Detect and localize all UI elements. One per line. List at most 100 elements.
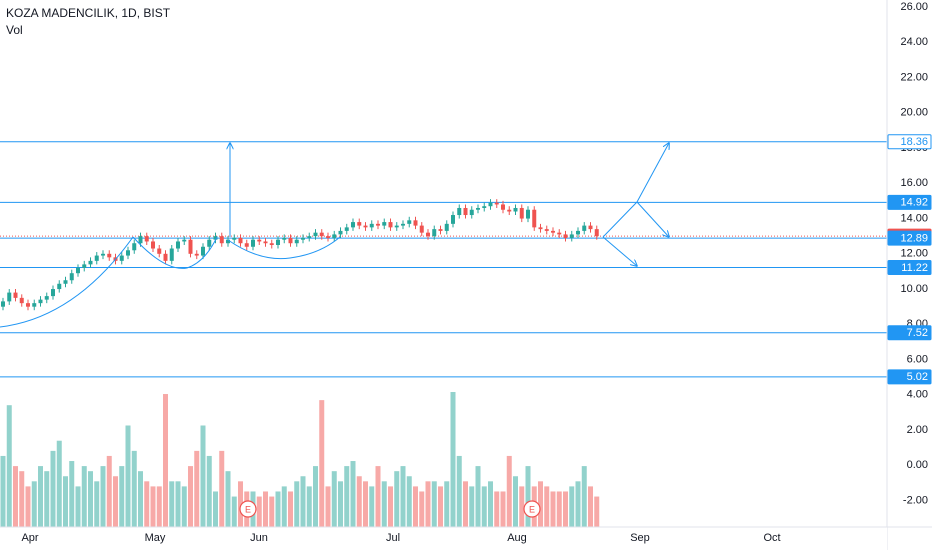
cup-curve: [0, 236, 134, 328]
candle-body: [332, 234, 337, 238]
volume-bar: [69, 461, 75, 527]
volume-bar: [456, 455, 462, 527]
candle-body: [226, 239, 230, 244]
volume-bar: [444, 481, 450, 527]
volume-bar: [225, 471, 231, 527]
level-layer: [0, 141, 887, 378]
candle-body: [551, 230, 555, 233]
volume-bar: [481, 486, 487, 527]
volume-bar: [300, 476, 306, 527]
candle-body: [263, 241, 268, 244]
volume-bar: [375, 466, 381, 527]
candle-layer: [1, 199, 599, 311]
volume-bar: [388, 486, 393, 527]
volume-bar: [350, 461, 356, 527]
volume-bar: [369, 486, 375, 527]
volume-bar: [431, 481, 437, 527]
candle-body: [269, 243, 274, 245]
candle-body: [157, 248, 162, 254]
volume-bar: [463, 481, 468, 527]
volume-bar: [544, 486, 550, 527]
volume-bar: [175, 481, 181, 527]
volume-bar: [588, 486, 593, 527]
candle-body: [426, 232, 430, 237]
y-tick-label: 26.00: [900, 1, 928, 13]
volume-bar: [506, 455, 512, 527]
price-badge-label: 12.89: [900, 233, 928, 245]
earnings-marker[interactable]: [239, 500, 257, 518]
volume-bar: [31, 481, 37, 527]
candle-body: [501, 204, 505, 210]
volume-bar: [313, 466, 318, 527]
y-tick-label: 6.00: [907, 353, 928, 365]
earnings-label: E: [529, 504, 535, 514]
volume-bar: [519, 486, 525, 527]
candle-body: [344, 227, 349, 231]
projection-arrow: [636, 143, 669, 203]
y-tick-label: -2.00: [903, 494, 928, 506]
earnings-markers: E E: [239, 500, 541, 518]
volume-bar: [19, 471, 25, 527]
candle-body: [413, 220, 418, 226]
y-tick-label: 20.00: [900, 107, 928, 119]
price-badge: [887, 230, 932, 246]
volume-bar: [363, 481, 368, 527]
candle-body: [232, 237, 237, 240]
volume-bar: [256, 496, 262, 527]
volume-bar: [219, 450, 225, 527]
y-tick-label: 10.00: [900, 283, 928, 295]
axis-labels: 26.0024.0022.0020.0018.0016.0014.0012.00…: [21, 1, 928, 544]
candle-body: [182, 239, 187, 242]
volume-bar: [394, 471, 400, 527]
candle-body: [1, 301, 5, 307]
candle-body: [313, 232, 318, 237]
volume-bar: [0, 455, 6, 527]
candle-body: [32, 303, 37, 307]
candle-body: [7, 292, 12, 302]
volume-bar: [113, 476, 118, 527]
volume-bar: [119, 466, 125, 527]
volume-bar: [525, 466, 531, 527]
volume-bar: [200, 425, 206, 527]
price-badge-label: 18.36: [900, 136, 928, 148]
time-axis[interactable]: [0, 527, 887, 550]
candle-body: [244, 243, 249, 247]
candle-body: [151, 241, 155, 249]
y-tick-label: 2.00: [907, 424, 928, 436]
candle-body: [588, 225, 593, 230]
volume-bar: [163, 394, 168, 527]
volume-bar: [288, 491, 293, 527]
candle-body: [207, 239, 212, 247]
candle-body: [463, 207, 468, 216]
volume-bar: [319, 400, 325, 527]
candle-body: [307, 236, 312, 238]
volume-bar: [400, 466, 406, 527]
candle-body: [44, 296, 49, 300]
candle-body: [51, 289, 55, 297]
candle-body: [351, 222, 355, 228]
volume-bar: [500, 491, 506, 527]
volume-bar: [556, 491, 562, 527]
volume-bar: [63, 476, 68, 527]
candle-body: [13, 292, 18, 298]
candle-body: [169, 248, 174, 261]
candle-body: [432, 229, 437, 237]
price-badge: [887, 260, 932, 276]
symbol-title: KOZA MADENCILIK, 1D, BIST: [6, 6, 171, 20]
candle-body: [457, 207, 462, 216]
y-tick-label: 22.00: [900, 71, 928, 83]
candle-body: [319, 232, 324, 237]
volume-bar: [188, 466, 193, 527]
volume-bar: [575, 481, 581, 527]
candle-body: [338, 230, 343, 235]
volume-bar: [263, 491, 268, 527]
volume-bar: [338, 481, 343, 527]
candle-body: [288, 237, 293, 244]
earnings-marker[interactable]: [523, 500, 541, 518]
volume-bar: [181, 486, 187, 527]
volume-bar: [413, 486, 418, 527]
volume-bar: [238, 481, 243, 527]
